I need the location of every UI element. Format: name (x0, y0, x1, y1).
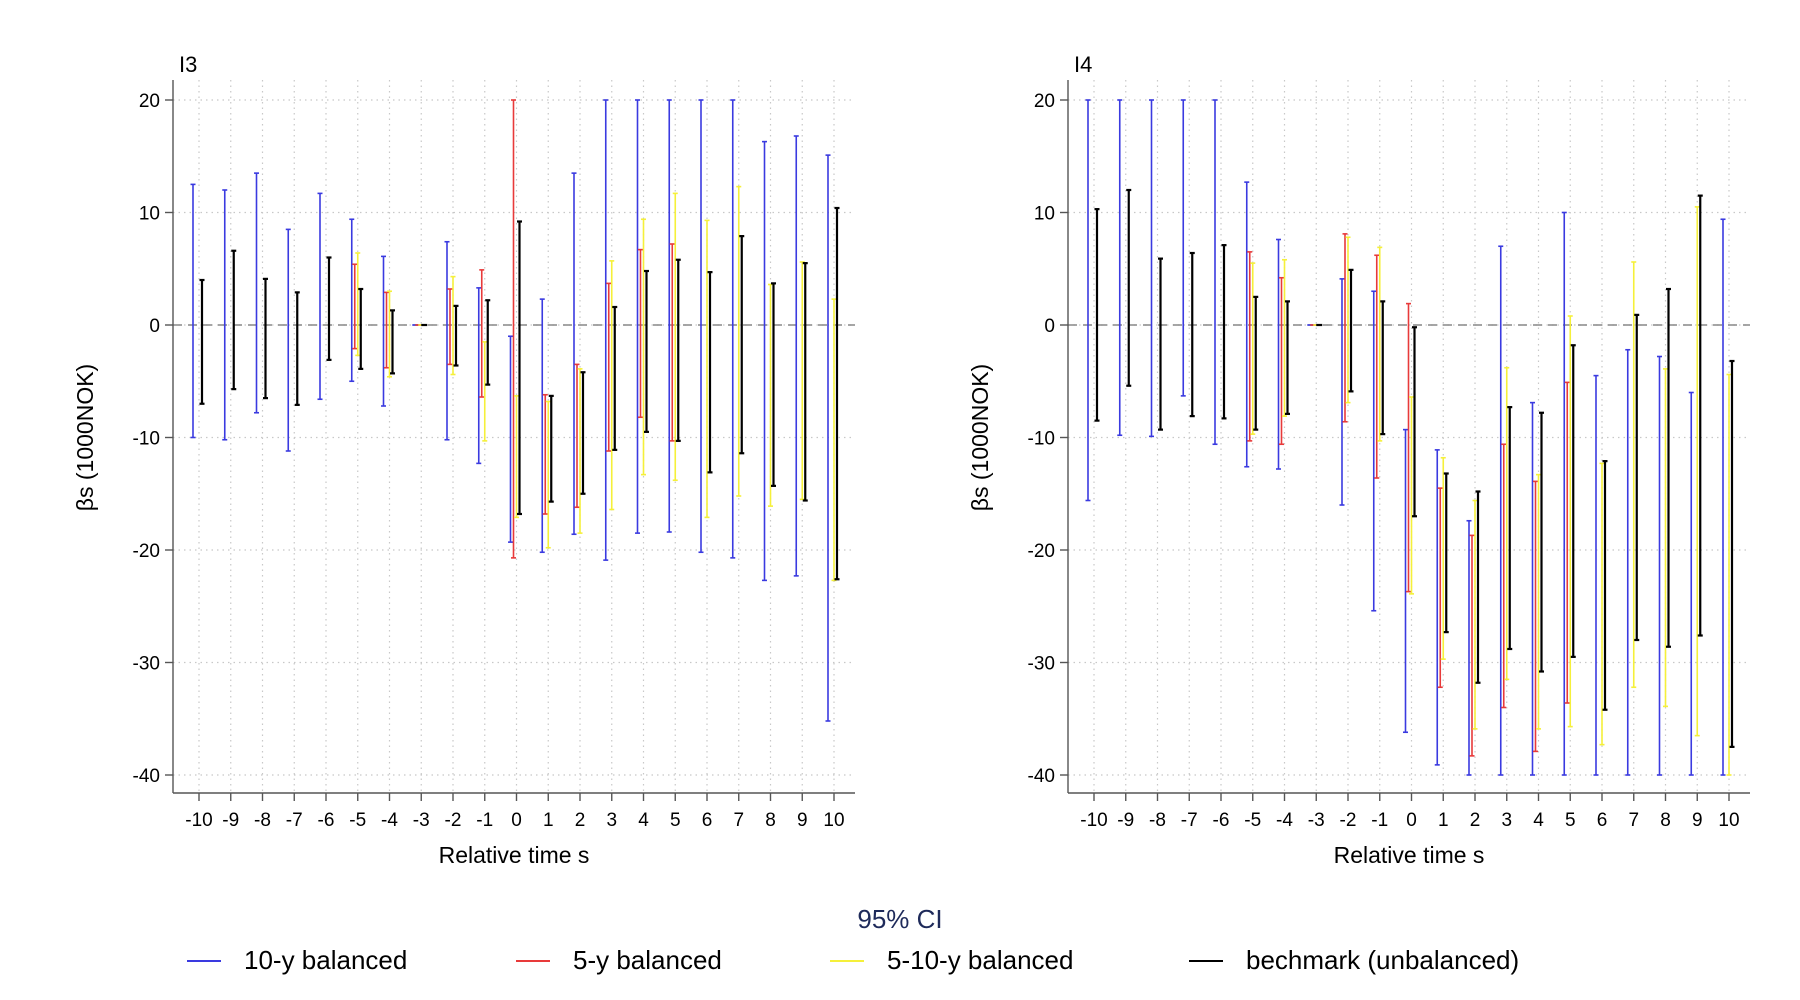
y-tick-label: -10 (1028, 429, 1055, 450)
series-1 (352, 99, 675, 559)
series-3 (199, 206, 840, 581)
legend-title: 95% CI (857, 904, 943, 934)
x-tick-label: 1 (1438, 810, 1449, 831)
x-tick-label: -5 (349, 810, 366, 831)
y-tick-label: 10 (1034, 204, 1055, 225)
x-tick-label: 5 (670, 810, 681, 831)
legend-swatch-5y-balanced (516, 960, 550, 962)
x-tick-label: 5 (1565, 810, 1576, 831)
x-tick-label: -2 (445, 810, 462, 831)
y-tick-label: 10 (139, 204, 160, 225)
x-tick-label: -3 (413, 810, 430, 831)
x-tick-label: 10 (823, 810, 844, 831)
x-tick-label: 7 (1628, 810, 1639, 831)
x-tick-label: -10 (1080, 810, 1107, 831)
x-tick-label: -1 (1371, 810, 1388, 831)
legend-label-5y-balanced: 5-y balanced (573, 945, 722, 975)
x-tick-label: 7 (733, 810, 744, 831)
legend-swatch-benchmark (1189, 960, 1223, 962)
x-tick-label: 0 (511, 810, 522, 831)
x-tick-label: 8 (1660, 810, 1671, 831)
y-tick-label: 0 (1044, 316, 1055, 337)
x-tick-label: 3 (1501, 810, 1512, 831)
series-3 (1094, 188, 1735, 748)
y-tick-label: -10 (133, 429, 160, 450)
x-tick-label: -6 (318, 810, 335, 831)
x-tick-label: 9 (1692, 810, 1703, 831)
x-tick-label: -9 (1117, 810, 1134, 831)
panel-title: I4 (1074, 52, 1092, 77)
series-2 (1250, 206, 1732, 776)
x-axis-label: Relative time s (1334, 842, 1485, 868)
y-tick-label: 0 (149, 316, 160, 337)
x-tick-label: -9 (222, 810, 239, 831)
x-tick-label: -7 (286, 810, 303, 831)
x-tick-label: 4 (1533, 810, 1544, 831)
x-tick-label: -6 (1213, 810, 1230, 831)
x-tick-label: -8 (254, 810, 271, 831)
y-tick-label: -40 (1028, 766, 1055, 787)
x-tick-label: -8 (1149, 810, 1166, 831)
x-tick-label: 1 (543, 810, 554, 831)
x-tick-label: 8 (765, 810, 776, 831)
y-tick-label: 20 (1034, 91, 1055, 112)
y-tick-label: -40 (133, 766, 160, 787)
series-1 (1247, 233, 1570, 757)
x-tick-label: -1 (476, 810, 493, 831)
y-axis-label: βs (1000NOK) (72, 364, 98, 511)
x-tick-label: -5 (1244, 810, 1261, 831)
legend-swatch-10y-balanced (187, 960, 221, 962)
x-tick-label: 0 (1406, 810, 1417, 831)
x-tick-label: 6 (1597, 810, 1608, 831)
x-tick-label: 3 (606, 810, 617, 831)
x-axis-label: Relative time s (439, 842, 590, 868)
legend-label-10y-balanced: 10-y balanced (244, 945, 408, 975)
series-2 (355, 185, 837, 582)
legend-swatch-5-10y-balanced (830, 960, 864, 962)
x-tick-label: -3 (1308, 810, 1325, 831)
y-tick-label: -30 (1028, 654, 1055, 675)
y-tick-label: -30 (133, 654, 160, 675)
x-tick-label: 2 (575, 810, 586, 831)
panel-title: I3 (179, 52, 197, 77)
series-0 (1085, 99, 1726, 776)
y-tick-label: -20 (133, 541, 160, 562)
x-tick-label: 9 (797, 810, 808, 831)
legend-label-benchmark: bechmark (unbalanced) (1246, 945, 1520, 975)
x-tick-label: -4 (381, 810, 398, 831)
x-tick-label: 2 (1470, 810, 1481, 831)
series-0 (190, 99, 831, 722)
y-tick-label: 20 (139, 91, 160, 112)
y-tick-label: -20 (1028, 541, 1055, 562)
x-tick-label: 4 (638, 810, 649, 831)
legend-label-5-10y-balanced: 5-10-y balanced (887, 945, 1074, 975)
y-axis-label: βs (1000NOK) (967, 364, 993, 511)
x-tick-label: -7 (1181, 810, 1198, 831)
x-tick-label: 6 (702, 810, 713, 831)
x-tick-label: -2 (1340, 810, 1357, 831)
x-tick-label: -4 (1276, 810, 1293, 831)
x-tick-label: -10 (185, 810, 212, 831)
x-tick-label: 10 (1718, 810, 1739, 831)
